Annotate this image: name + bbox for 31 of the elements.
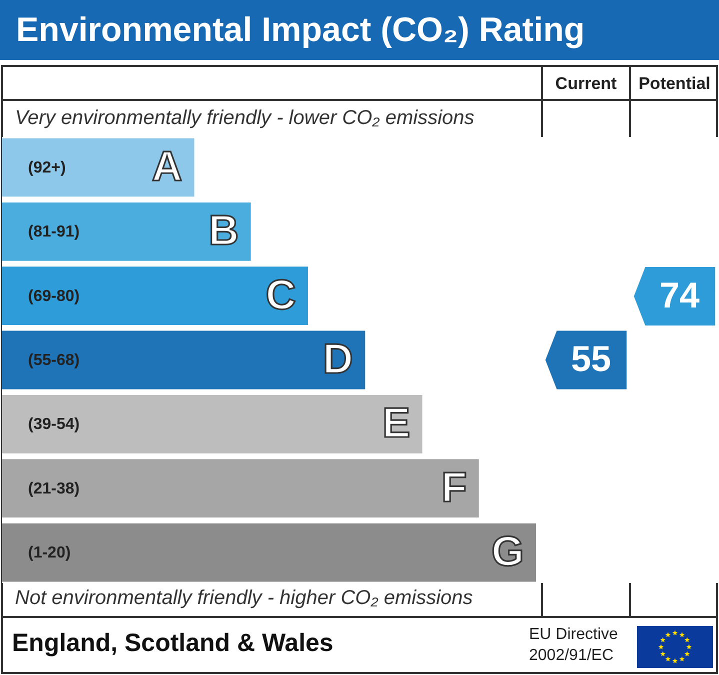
chart-title: Environmental Impact (CO₂) Rating [0, 0, 719, 60]
annotation: (69-80) [28, 288, 80, 305]
text: EU Directive [529, 626, 618, 644]
annotation: (39-54) [28, 416, 80, 434]
bar [2, 523, 536, 582]
annotation: (1-20) [28, 544, 71, 562]
text: 2002/91/EC [529, 647, 614, 665]
bar [2, 394, 422, 454]
bar [2, 138, 194, 197]
annotation: (21-38) [28, 480, 80, 498]
y-tick-label: C [266, 270, 296, 318]
bar [2, 266, 308, 326]
y-tick-label: B [208, 206, 239, 254]
y-tick-label: G [491, 528, 524, 575]
text: Current [554, 74, 618, 94]
text: 74 [659, 274, 700, 316]
y-tick-label: D [322, 335, 354, 382]
text: 55 [570, 338, 612, 379]
annotation: (81-91) [28, 224, 80, 241]
annotation: (55-68) [28, 352, 80, 369]
annotation: (92+) [28, 159, 66, 176]
text: Potential [638, 74, 712, 94]
y-tick-label: F [441, 463, 467, 510]
y-tick-label: A [152, 142, 182, 190]
text: England, Scotland & Wales [12, 629, 334, 658]
text: Not environmentally friendly - higher CO₂ emissions [15, 587, 473, 610]
bar [2, 330, 366, 390]
text: Very environmentally friendly - lower CO₂ emissions [15, 107, 474, 130]
bar [2, 459, 479, 518]
y-tick-label: E [382, 399, 410, 446]
bar [2, 202, 251, 261]
